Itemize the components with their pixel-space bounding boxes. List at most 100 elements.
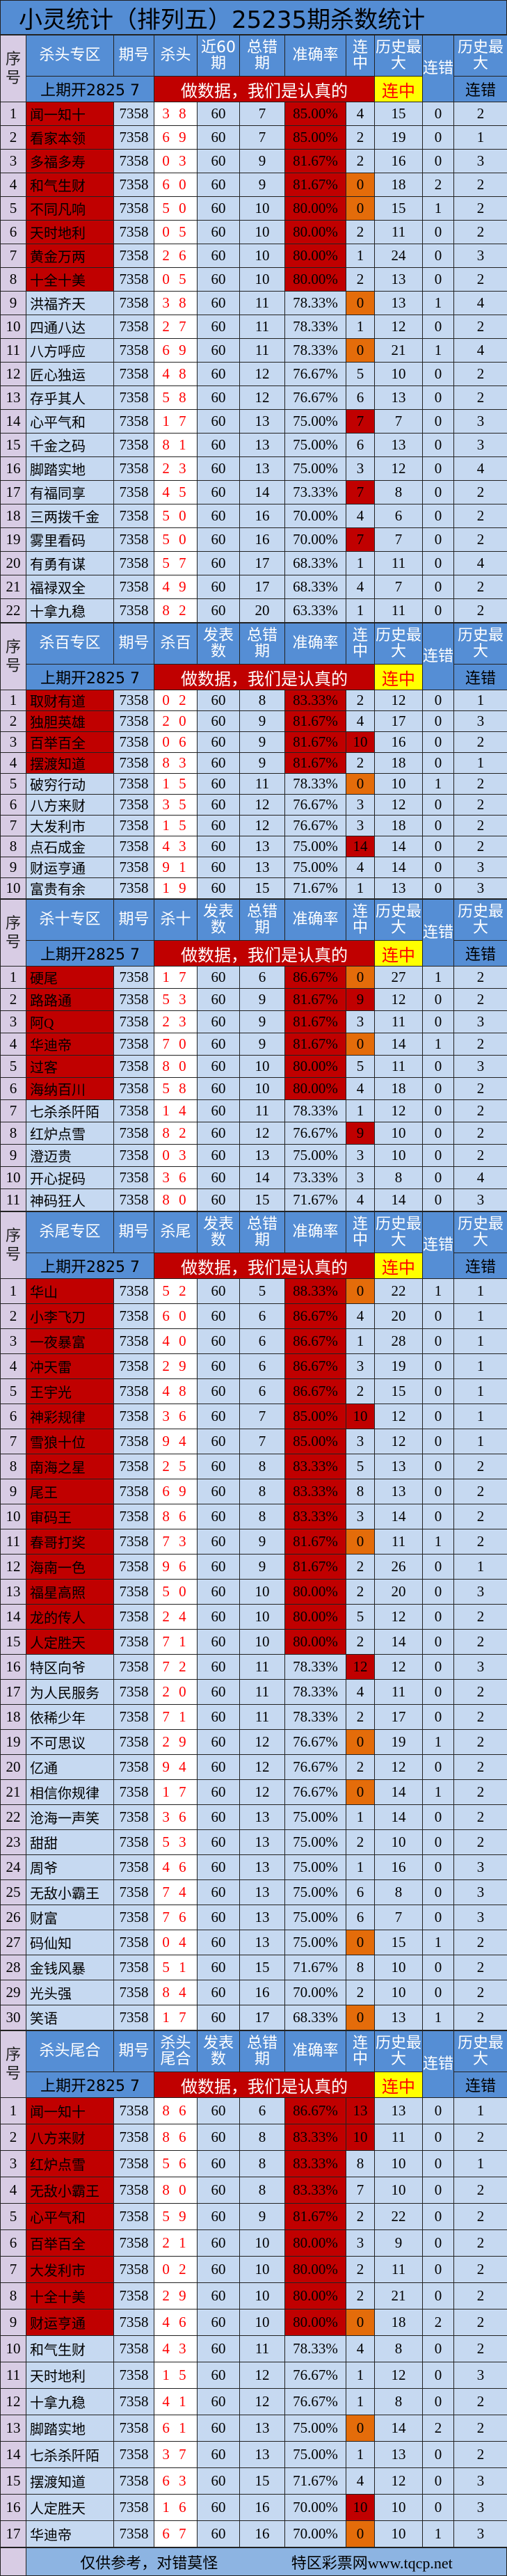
cell-miss: 1	[423, 1780, 454, 1805]
hist-max-miss-header: 历史最大	[454, 1212, 507, 1253]
errors-header: 总错期	[240, 900, 285, 941]
streak-header: 连中	[346, 623, 375, 665]
cell-period: 7358	[114, 292, 154, 315]
cell-name: 富贵有余	[26, 878, 114, 899]
cell-hist-max: 12	[375, 1605, 423, 1630]
cell-kill: 8 6	[154, 2124, 198, 2151]
cell-errors: 14	[240, 1167, 285, 1189]
cell-errors: 15	[240, 1955, 285, 1980]
cell-miss: 1	[423, 774, 454, 795]
cell-count: 60	[198, 1955, 240, 1980]
period-header: 期号	[114, 35, 154, 77]
cell-streak: 4	[346, 575, 375, 599]
cell-period: 7358	[114, 1454, 154, 1479]
cell-streak: 12	[346, 1655, 375, 1680]
cell-name: 雾里看码	[26, 528, 114, 552]
cell-miss: 0	[423, 2151, 454, 2177]
cell-miss: 0	[423, 1167, 454, 1189]
cell-hist-max: 12	[375, 1404, 423, 1429]
cell-seq: 21	[1, 1780, 26, 1805]
cell-kill: 6 9	[154, 126, 198, 150]
cell-errors: 9	[240, 1529, 285, 1555]
cell-miss: 0	[423, 989, 454, 1011]
cell-period: 7358	[114, 1078, 154, 1100]
cell-errors: 20	[240, 599, 285, 623]
cell-count: 60	[198, 989, 240, 1011]
cell-period: 7358	[114, 457, 154, 481]
cell-hist-max-miss: 2	[454, 1830, 507, 1855]
cell-count: 60	[198, 878, 240, 899]
footer: 仅供参考，对错莫怪 特区彩票网www.tqcp.net	[0, 2547, 507, 2576]
hist-max-header: 历史最大	[375, 2031, 423, 2072]
streak-header: 连中	[346, 2031, 375, 2072]
cell-count: 60	[198, 2442, 240, 2468]
cell-count: 60	[198, 2151, 240, 2177]
cell-accuracy: 81.67%	[285, 732, 346, 753]
cell-accuracy: 75.00%	[285, 1145, 346, 1167]
cell-count: 60	[198, 857, 240, 878]
cell-miss: 0	[423, 2495, 454, 2521]
cell-period: 7358	[114, 1189, 154, 1211]
cell-period: 7358	[114, 2415, 154, 2442]
cell-miss: 0	[423, 315, 454, 339]
cell-streak: 1	[346, 878, 375, 899]
cell-name: 和气生财	[26, 2336, 114, 2362]
cell-hist-max: 14	[375, 836, 423, 857]
cell-hist-max-miss: 2	[454, 2309, 507, 2336]
cell-streak: 6	[346, 1880, 375, 1905]
cell-streak: 0	[346, 1780, 375, 1805]
accuracy-header: 准确率	[285, 1212, 346, 1253]
cell-hist-max-miss: 2	[454, 2257, 507, 2283]
cell-period: 7358	[114, 2521, 154, 2547]
cell-period: 7358	[114, 711, 154, 732]
hist-max-header: 历史最大	[375, 35, 423, 77]
cell-accuracy: 86.67%	[285, 2098, 346, 2124]
cell-kill: 0 3	[154, 1145, 198, 1167]
cell-period: 7358	[114, 2098, 154, 2124]
cell-name: 和气生财	[26, 173, 114, 197]
cell-errors: 12	[240, 2362, 285, 2389]
count-header: 发表数	[198, 623, 240, 665]
cell-accuracy: 80.00%	[285, 2257, 346, 2283]
cell-accuracy: 81.67%	[285, 150, 346, 173]
cell-name: 财运亨通	[26, 2309, 114, 2336]
cell-count: 60	[198, 711, 240, 732]
cell-errors: 11	[240, 339, 285, 363]
cell-accuracy: 80.00%	[285, 1605, 346, 1630]
cell-hist-max: 12	[375, 795, 423, 816]
cell-seq: 2	[1, 2124, 26, 2151]
cell-kill: 3 7	[154, 2442, 198, 2468]
cell-errors: 16	[240, 504, 285, 528]
slogan-banner: 做数据，我们是认真的	[154, 941, 375, 967]
cell-kill: 2 9	[154, 2283, 198, 2309]
cell-hist-max: 10	[375, 1145, 423, 1167]
cell-hist-max-miss: 1	[454, 753, 507, 774]
cell-accuracy: 81.67%	[285, 1529, 346, 1555]
period-header: 期号	[114, 1212, 154, 1253]
cell-name: 脚踏实地	[26, 457, 114, 481]
cell-period: 7358	[114, 244, 154, 268]
cell-hist-max-miss: 2	[454, 1930, 507, 1955]
cell-period: 7358	[114, 1100, 154, 1122]
cell-miss: 0	[423, 857, 454, 878]
cell-hist-max: 12	[375, 1655, 423, 1680]
cell-count: 60	[198, 1078, 240, 1100]
cell-miss: 0	[423, 457, 454, 481]
cell-streak: 2	[346, 1830, 375, 1855]
cell-streak: 5	[346, 363, 375, 386]
cell-miss: 1	[423, 2005, 454, 2030]
cell-hist-max-miss: 2	[454, 2177, 507, 2204]
cell-errors: 17	[240, 575, 285, 599]
cell-hist-max: 13	[375, 1479, 423, 1504]
cell-count: 60	[198, 1354, 240, 1379]
site-link[interactable]: 特区彩票网www.tqcp.net	[291, 2551, 453, 2573]
cell-streak: 1	[346, 2362, 375, 2389]
cell-hist-max-miss: 2	[454, 732, 507, 753]
cell-count: 60	[198, 2177, 240, 2204]
cell-seq: 28	[1, 1955, 26, 1980]
